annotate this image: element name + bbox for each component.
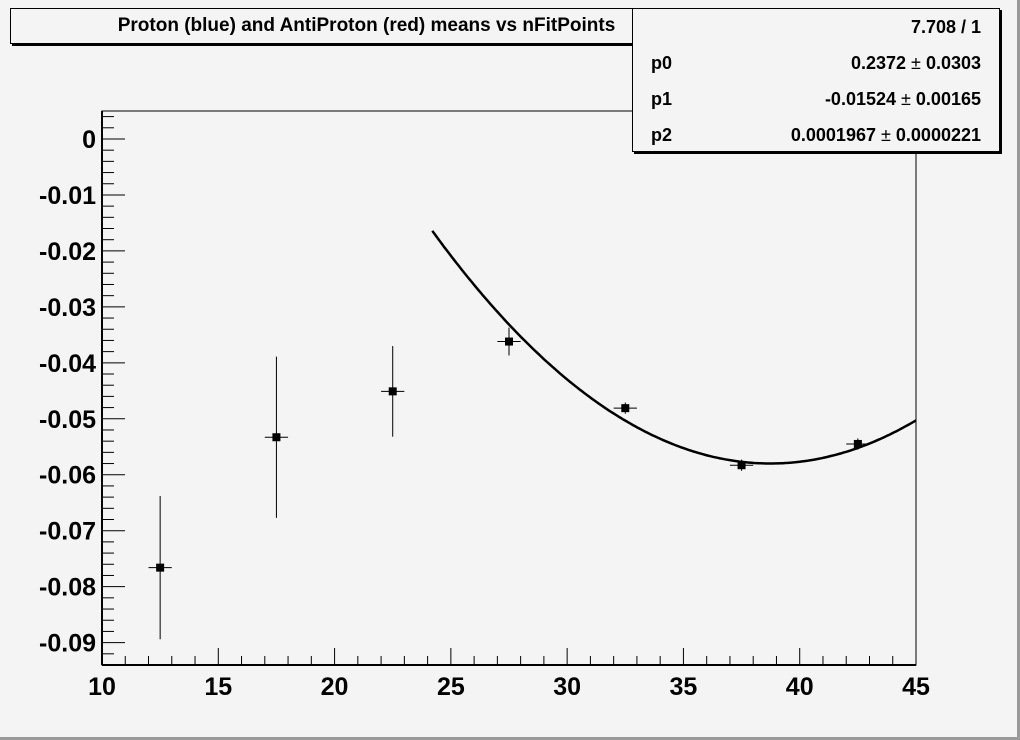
param-name: p0 — [651, 53, 673, 73]
x-tick-label: 40 — [786, 673, 814, 701]
param-value: 0.2372 ± 0.0303 — [850, 53, 981, 73]
y-tick-label: -0.02 — [39, 238, 96, 266]
chi2-ndf-value: 7.708 / 1 — [910, 17, 981, 37]
data-point — [505, 337, 513, 346]
stats-param-row: p1 -0.01524 ± 0.00165 — [633, 81, 999, 117]
data-point — [156, 563, 165, 572]
y-tick-label: -0.03 — [39, 294, 96, 322]
param-name: p2 — [651, 125, 673, 145]
fit-stats-box: 7.708 / 1 p0 0.2372 ± 0.0303 p1 -0.01524… — [632, 8, 1000, 152]
x-tick-label: 45 — [902, 673, 930, 701]
y-tick-label: -0.05 — [39, 406, 96, 434]
y-tick-label: -0.07 — [39, 518, 96, 546]
x-tick-label: 20 — [321, 673, 349, 701]
x-tick-label: 35 — [670, 673, 698, 701]
plot-title: Proton (blue) and AntiProton (red) means… — [10, 8, 723, 44]
x-tick-label: 30 — [553, 673, 581, 701]
x-tick-label: 10 — [88, 673, 116, 701]
stats-chi2-row: 7.708 / 1 — [633, 9, 999, 45]
plot-frame — [101, 110, 917, 666]
fit-curve — [431, 230, 917, 465]
y-tick-label: 0 — [82, 126, 96, 154]
x-tick-label: 15 — [204, 673, 232, 701]
stats-param-row: p0 0.2372 ± 0.0303 — [633, 45, 999, 81]
data-point — [737, 461, 746, 470]
data-point — [272, 433, 281, 442]
data-point — [621, 404, 630, 413]
data-point — [853, 439, 862, 448]
y-tick-label: -0.08 — [39, 574, 96, 602]
stats-param-row: p2 0.0001967 ± 0.0000221 — [633, 117, 999, 153]
param-value: -0.01524 ± 0.00165 — [824, 89, 981, 109]
param-name: p1 — [651, 89, 673, 109]
param-value: 0.0001967 ± 0.0000221 — [790, 125, 981, 145]
y-tick-label: -0.06 — [39, 462, 96, 490]
y-tick-label: -0.09 — [39, 630, 96, 658]
x-tick-label: 25 — [437, 673, 465, 701]
data-point — [388, 387, 397, 396]
y-tick-label: -0.01 — [39, 182, 96, 210]
y-tick-label: -0.04 — [39, 350, 96, 378]
